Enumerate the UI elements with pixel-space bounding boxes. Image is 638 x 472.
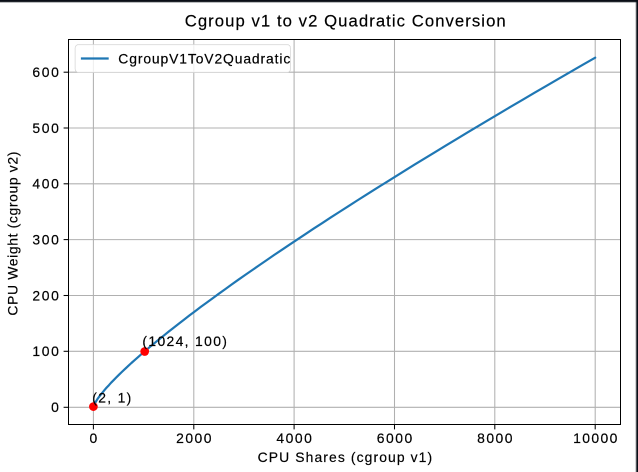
svg-text:(1024, 100): (1024, 100) (142, 333, 227, 349)
svg-text:0: 0 (90, 430, 98, 446)
svg-text:8000: 8000 (477, 430, 513, 446)
svg-text:200: 200 (32, 287, 59, 303)
svg-text:500: 500 (32, 120, 59, 136)
svg-text:600: 600 (32, 64, 59, 80)
svg-text:10000: 10000 (573, 430, 617, 446)
svg-text:400: 400 (32, 176, 59, 192)
svg-text:6000: 6000 (377, 430, 413, 446)
svg-text:0: 0 (51, 399, 59, 415)
svg-text:4000: 4000 (276, 430, 312, 446)
svg-text:CPU Shares (cgroup v1): CPU Shares (cgroup v1) (258, 449, 433, 465)
svg-text:(2, 1): (2, 1) (92, 389, 131, 405)
svg-text:300: 300 (32, 232, 59, 248)
svg-text:Cgroup v1 to v2 Quadratic Conv: Cgroup v1 to v2 Quadratic Conversion (185, 11, 506, 30)
svg-text:2000: 2000 (176, 430, 212, 446)
svg-text:CgroupV1ToV2Quadratic: CgroupV1ToV2Quadratic (118, 50, 290, 66)
svg-text:CPU Weight (cgroup v2): CPU Weight (cgroup v2) (5, 152, 21, 316)
svg-text:100: 100 (32, 343, 59, 359)
